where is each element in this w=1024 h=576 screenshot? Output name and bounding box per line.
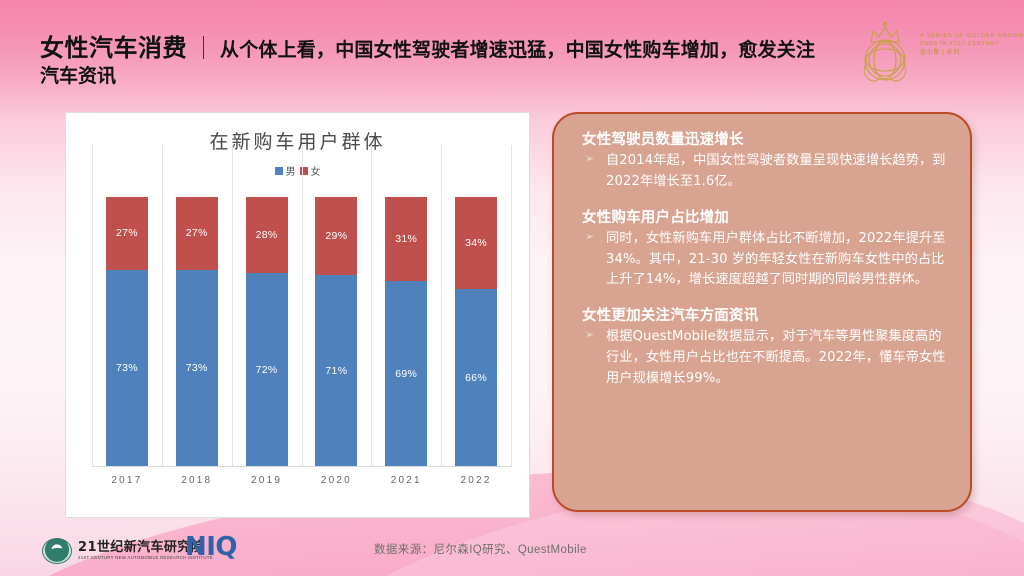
institute-name-cn: 21世纪新汽车研究院 [78, 540, 205, 556]
data-source-note: 数据来源：尼尔森IQ研究、QuestMobile [374, 544, 587, 556]
legend-swatch-male [274, 166, 283, 175]
insight-block: 女性购车用户占比增加 ➢ 同时，女性新购车用户群体占比不断增加，2022年提升至34… [582, 206, 950, 292]
legend-label-female: 女 [310, 167, 321, 178]
bar-segment-female: 31% [385, 197, 428, 281]
bullet-arrow-icon: ➢ [585, 153, 595, 165]
gridline-vertical [231, 145, 233, 467]
stacked-bar[interactable]: 34% 66% [455, 197, 498, 467]
gridline-vertical [161, 145, 163, 467]
bar-segment-female: 29% [315, 197, 358, 276]
stacked-bar[interactable]: 27% 73% [175, 197, 218, 467]
x-axis-tick-label: 2020 [320, 475, 352, 486]
insight-text: 同时，女性新购车用户群体占比不断增加，2022年提升至34%。其中，21-30 … [606, 230, 946, 288]
insight-block: 女性更加关注汽车方面资讯 ➢ 根据QuestMobile数据显示，对于汽车等男性聚集… [582, 304, 950, 390]
insight-text: 根据QuestMobile数据显示，对于汽车等男性聚集度高的行业，女性用户占比也… [606, 329, 946, 387]
x-axis-tick-label: 2022 [460, 475, 492, 486]
stacked-bar[interactable]: 29% 71% [315, 197, 358, 467]
chart-column: 31% 69% [371, 197, 441, 467]
title-line-1: 女性汽车消费｜从个体上看，中国女性驾驶者增速迅猛，中国女性购车增加，愈发关注 [40, 34, 870, 62]
stacked-bar[interactable]: 27% 73% [105, 197, 148, 467]
bar-segment-male: 66% [455, 288, 498, 467]
logo-niq: NIQ [185, 532, 238, 562]
bullet-arrow-icon: ➢ [585, 329, 595, 342]
legend-item-female: 女 [299, 163, 321, 178]
title-subtitle: 从个体上看，中国女性驾驶者增速迅猛，中国女性购车增加，愈发关注 [220, 39, 816, 61]
gridline-vertical [301, 145, 303, 467]
institute-logo-icon [42, 538, 72, 564]
insight-heading: 女性更加关注汽车方面资讯 [582, 308, 759, 325]
title-line-2: 汽车资讯 [40, 65, 117, 88]
stacked-bar[interactable]: 28% 72% [245, 197, 288, 467]
gridline-vertical [371, 145, 373, 467]
chart-x-axis-labels: 2017 2018 2019 2020 2021 2022 [92, 475, 511, 495]
crown-laurel-icon [863, 22, 907, 82]
bar-segment-female: 28% [245, 197, 288, 273]
logo-21st-century: 21世纪新汽车研究院 21ST CENTURY NEW AUTOMOBILE R… [42, 538, 213, 564]
x-axis-tick-label: 2017 [111, 475, 143, 486]
legend-swatch-female [299, 166, 308, 175]
chart-legend: 男 女 [66, 163, 529, 178]
emblem-line-2: CARS IN 21ST CENTURY [920, 41, 1000, 48]
legend-label-male: 男 [285, 167, 296, 178]
golden-engine-emblem: A SERIES OF GOLDEN ENGINE CARS IN 21ST C… [848, 16, 1024, 88]
insight-heading: 女性购车用户占比增加 [582, 209, 729, 226]
chart-axis-line [92, 466, 511, 467]
gridline-vertical [92, 145, 93, 467]
x-axis-tick-label: 2018 [181, 475, 213, 486]
stacked-bar[interactable]: 31% 69% [385, 197, 428, 467]
chart-column: 34% 66% [441, 197, 511, 467]
institute-logo-text: 21世纪新汽车研究院 21ST CENTURY NEW AUTOMOBILE R… [78, 541, 213, 560]
bar-segment-male: 73% [105, 269, 148, 467]
chart-gridlines [92, 145, 512, 467]
bar-segment-male: 72% [245, 272, 288, 467]
bar-segment-male: 73% [175, 269, 218, 467]
title-main: 女性汽车消费 [40, 34, 187, 62]
chart-card: 在新购车用户群体 男 女 27% 73% 27% 73% 28% 72% 29% 71% 31%… [65, 112, 530, 518]
legend-item-male: 男 [274, 163, 296, 178]
x-axis-tick-label: 2021 [390, 475, 422, 486]
insight-text: 自2014年起，中国女性驾驶者数量呈现快速增长趋势，到2022年增长至1.6亿。 [606, 153, 946, 189]
institute-name-en: 21ST CENTURY NEW AUTOMOBILE RESEARCH INS… [78, 555, 213, 560]
bar-segment-male: 69% [385, 280, 428, 467]
page-title: 女性汽车消费｜从个体上看，中国女性驾驶者增速迅猛，中国女性购车增加，愈发关注 汽… [40, 34, 870, 88]
emblem-line-3: 金引擎 | 系列 [920, 50, 960, 57]
insight-body: ➢ 根据QuestMobile数据显示，对于汽车等男性聚集度高的行业，女性用户占比… [582, 327, 950, 390]
insight-block: 女性驾驶员数量迅速增长 ➢ 自2014年起，中国女性驾驶者数量呈现快速增长趋势，到2… [582, 128, 950, 193]
chart-title: 在新购车用户群体 [209, 131, 386, 153]
bar-segment-female: 27% [175, 197, 218, 270]
emblem-line-1: A SERIES OF GOLDEN ENGINE [920, 33, 1024, 39]
chart-column: 27% 73% [92, 197, 162, 467]
chart-plot-area: 27% 73% 27% 73% 28% 72% 29% 71% 31% 69% 34% 66% [92, 145, 512, 467]
insight-body: ➢ 自2014年起，中国女性驾驶者数量呈现快速增长趋势，到2022年增长至1.6亿… [582, 151, 950, 193]
chart-column: 27% 73% [162, 197, 232, 467]
gridline-vertical [441, 145, 443, 467]
title-separator: ｜ [192, 35, 215, 61]
emblem-text: A SERIES OF GOLDEN ENGINE CARS IN 21ST C… [920, 32, 1024, 58]
insight-heading: 女性驾驶员数量迅速增长 [582, 132, 744, 148]
bar-segment-male: 71% [315, 275, 358, 467]
chart-column: 28% 72% [232, 197, 302, 467]
footer: 21世纪新汽车研究院 21ST CENTURY NEW AUTOMOBILE R… [0, 518, 1024, 576]
chart-bars: 27% 73% 27% 73% 28% 72% 29% 71% 31% 69% 34% 66% [92, 197, 511, 467]
insight-body: ➢ 同时，女性新购车用户群体占比不断增加，2022年提升至34%。其中，21-30… [582, 229, 950, 292]
bullet-arrow-icon: ➢ [585, 230, 595, 243]
chart-column: 29% 71% [301, 197, 371, 467]
gridline-vertical [511, 145, 512, 467]
insights-panel: 女性驾驶员数量迅速增长 ➢ 自2014年起，中国女性驾驶者数量呈现快速增长趋势，到2… [552, 112, 972, 512]
bar-segment-female: 34% [455, 197, 498, 289]
x-axis-tick-label: 2019 [251, 475, 283, 486]
bar-segment-female: 27% [105, 197, 148, 270]
